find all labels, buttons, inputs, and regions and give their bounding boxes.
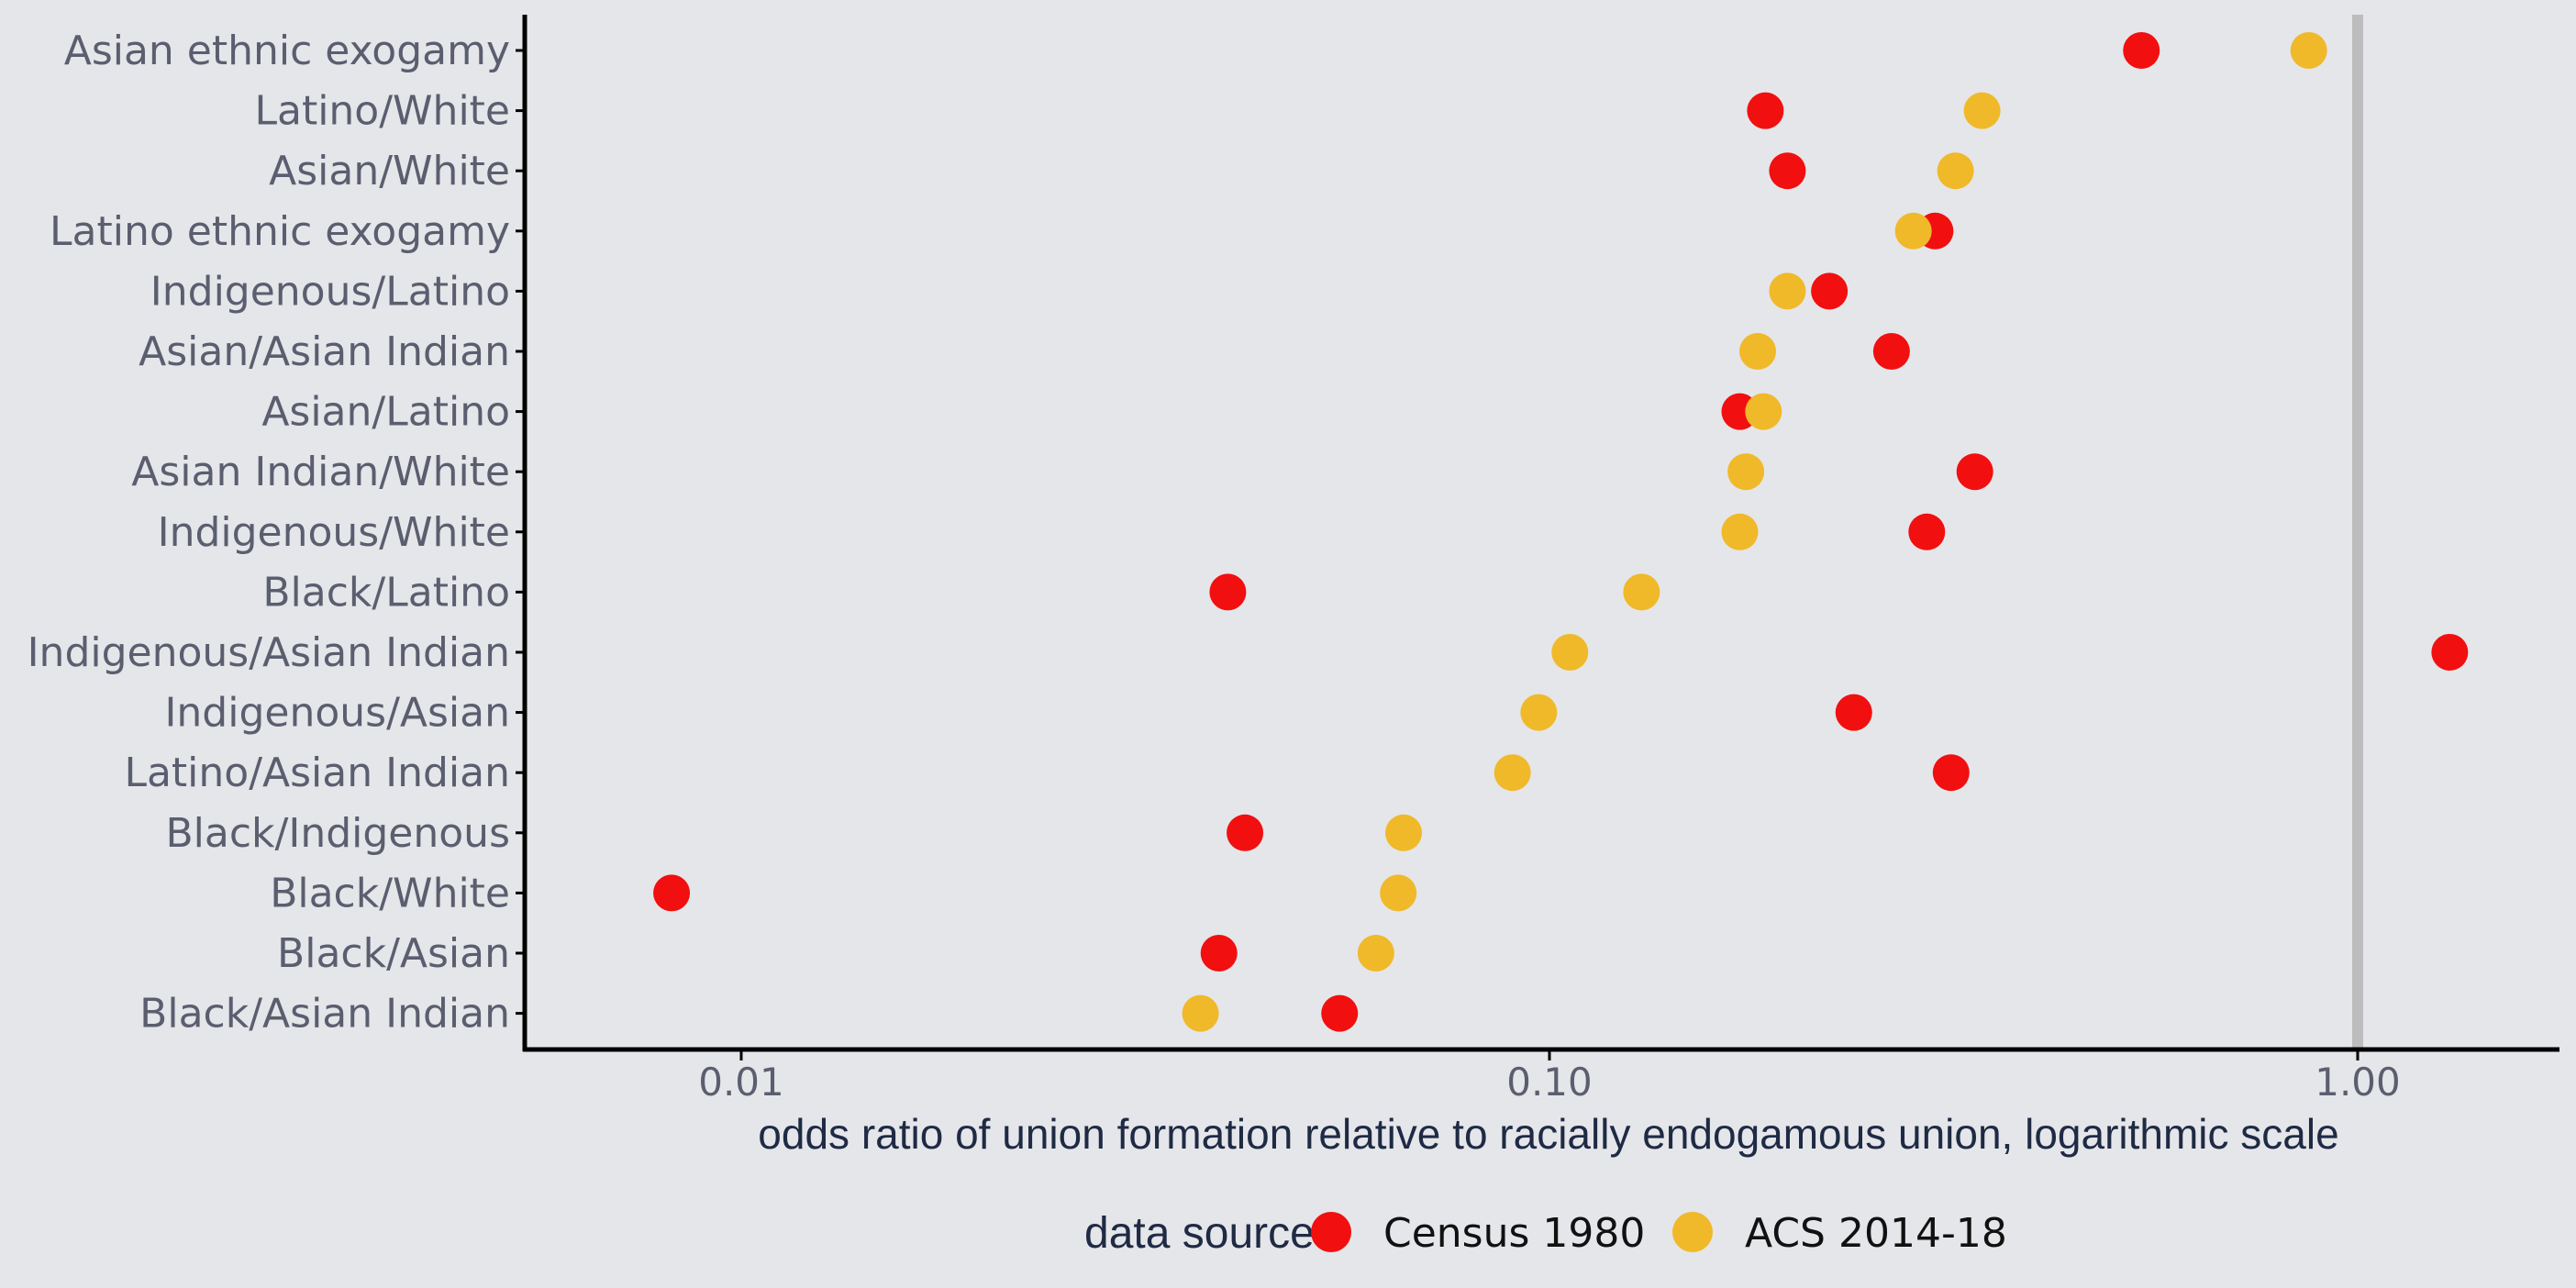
point-acs-2014-18 — [1385, 814, 1423, 851]
point-acs-2014-18 — [1493, 754, 1531, 792]
category-label: Indigenous/Asian Indian — [28, 629, 510, 676]
category-labels: Asian ethnic exogamy Latino/White Asian/Wh… — [28, 28, 510, 1038]
point-census-1980 — [1932, 754, 1970, 792]
category-label: Black/Indigenous — [165, 810, 510, 857]
point-census-1980 — [1200, 935, 1238, 972]
point-census-1980 — [1872, 333, 1910, 370]
point-acs-2014-18 — [2290, 32, 2327, 69]
point-acs-2014-18 — [1357, 935, 1394, 972]
point-acs-2014-18 — [1520, 694, 1558, 731]
data-points — [653, 32, 2469, 1032]
category-label: Indigenous/White — [158, 509, 510, 556]
point-census-1980 — [653, 874, 691, 912]
point-acs-2014-18 — [1182, 994, 1219, 1032]
point-acs-2014-18 — [1623, 573, 1660, 611]
point-census-1980 — [1956, 453, 1993, 491]
legend-title: data source — [1084, 1209, 1315, 1258]
x-axis-title: odds ratio of union formation relative t… — [758, 1110, 2338, 1158]
x-tick-label: 0.01 — [698, 1060, 784, 1105]
legend: data source Census 1980 ACS 2014-18 — [1084, 1209, 2007, 1258]
category-label: Asian Indian/White — [131, 449, 510, 495]
x-tick-label: 1.00 — [2315, 1060, 2401, 1105]
point-acs-2014-18 — [1745, 393, 1782, 430]
category-label: Asian ethnic exogamy — [64, 28, 510, 74]
point-acs-2014-18 — [1551, 634, 1589, 671]
point-acs-2014-18 — [1721, 513, 1759, 550]
category-label: Asian/Latino — [261, 389, 510, 436]
category-label: Indigenous/Latino — [150, 268, 510, 315]
point-census-1980 — [1227, 814, 1264, 851]
point-acs-2014-18 — [1769, 272, 1806, 310]
category-label: Asian/White — [269, 148, 510, 194]
point-acs-2014-18 — [1727, 453, 1765, 491]
point-census-1980 — [1811, 272, 1849, 310]
category-label: Black/White — [270, 870, 510, 916]
point-census-1980 — [1321, 994, 1359, 1032]
legend-label: Census 1980 — [1383, 1210, 1645, 1257]
category-label: Indigenous/Asian — [164, 690, 510, 737]
axes: 0.01 0.10 1.00 — [516, 15, 2559, 1105]
point-acs-2014-18 — [1937, 152, 1974, 190]
category-label: Latino/White — [254, 88, 510, 135]
legend-key-census-1980 — [1311, 1212, 1351, 1252]
point-census-1980 — [1908, 513, 1946, 550]
category-label: Asian/Asian Indian — [139, 328, 510, 375]
category-label: Black/Asian Indian — [139, 991, 510, 1038]
category-label: Black/Asian — [277, 930, 510, 977]
category-label: Black/Latino — [262, 569, 510, 616]
point-census-1980 — [1747, 92, 1784, 129]
legend-label: ACS 2014-18 — [1745, 1210, 2007, 1257]
point-census-1980 — [1835, 694, 1872, 731]
point-acs-2014-18 — [1963, 92, 2001, 129]
point-census-1980 — [1209, 573, 1247, 611]
category-label: Latino/Asian Indian — [124, 749, 510, 796]
point-acs-2014-18 — [1894, 212, 1932, 250]
legend-key-acs-2014-18 — [1672, 1212, 1713, 1252]
point-census-1980 — [2123, 32, 2160, 69]
point-acs-2014-18 — [1739, 333, 1777, 370]
category-label: Latino ethnic exogamy — [50, 208, 510, 255]
x-tick-label: 0.10 — [1506, 1060, 1593, 1105]
point-census-1980 — [1769, 152, 1806, 190]
point-acs-2014-18 — [1380, 874, 1417, 912]
point-census-1980 — [2431, 634, 2469, 671]
